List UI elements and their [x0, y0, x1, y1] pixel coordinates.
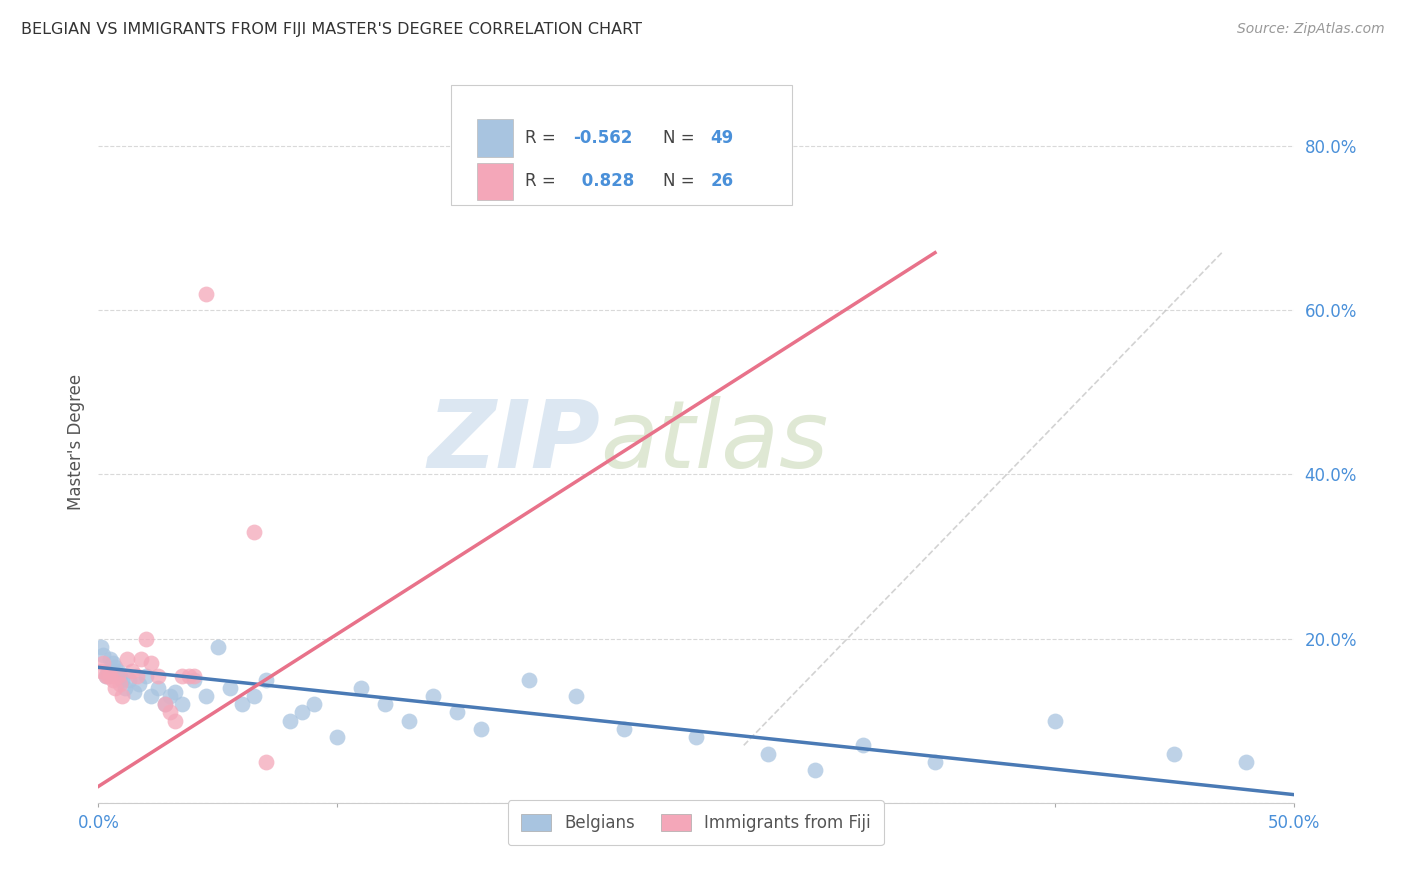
Point — [517, 673, 540, 687]
Point — [183, 673, 205, 687]
Point — [124, 685, 146, 699]
Point — [97, 665, 120, 679]
Y-axis label: Master's Degree: Master's Degree — [66, 374, 84, 509]
Point — [254, 755, 277, 769]
Point — [108, 668, 131, 682]
Text: N =: N = — [662, 129, 699, 147]
Point — [91, 648, 114, 662]
Point — [104, 681, 127, 695]
Text: 26: 26 — [710, 172, 734, 190]
Point — [139, 657, 162, 671]
Point — [613, 722, 636, 736]
Point — [128, 677, 150, 691]
Point — [207, 640, 229, 654]
Point — [148, 668, 170, 682]
Point — [90, 665, 112, 679]
Point — [291, 706, 314, 720]
Point — [135, 632, 157, 646]
Point — [254, 673, 277, 687]
Text: R =: R = — [524, 129, 561, 147]
Point — [179, 668, 201, 682]
Point — [278, 714, 301, 728]
Point — [97, 668, 120, 682]
Text: ZIP: ZIP — [427, 395, 600, 488]
Point — [1163, 747, 1185, 761]
Point — [219, 681, 242, 695]
Text: R =: R = — [524, 172, 561, 190]
Text: -0.562: -0.562 — [572, 129, 633, 147]
Point — [195, 286, 218, 301]
Point — [804, 763, 827, 777]
Point — [398, 714, 420, 728]
Point — [163, 685, 186, 699]
Legend: Belgians, Immigrants from Fiji: Belgians, Immigrants from Fiji — [508, 800, 884, 845]
Point — [115, 652, 138, 666]
Point — [159, 706, 181, 720]
Point — [446, 706, 468, 720]
Point — [111, 673, 134, 687]
Point — [108, 677, 131, 691]
Point — [104, 660, 127, 674]
Point — [565, 689, 588, 703]
Text: 0.828: 0.828 — [576, 172, 634, 190]
Point — [107, 668, 129, 682]
Point — [852, 739, 875, 753]
Point — [90, 640, 112, 654]
Point — [94, 668, 117, 682]
Point — [1234, 755, 1257, 769]
Point — [94, 668, 117, 682]
Point — [243, 524, 266, 539]
Point — [101, 657, 124, 671]
Point — [98, 652, 122, 666]
Point — [422, 689, 444, 703]
Point — [139, 689, 162, 703]
Point — [163, 714, 186, 728]
Point — [350, 681, 373, 695]
Text: atlas: atlas — [600, 396, 828, 487]
Point — [172, 698, 194, 712]
Point — [98, 668, 122, 682]
Point — [148, 681, 170, 695]
Point — [243, 689, 266, 703]
Text: BELGIAN VS IMMIGRANTS FROM FIJI MASTER'S DEGREE CORRELATION CHART: BELGIAN VS IMMIGRANTS FROM FIJI MASTER'S… — [21, 22, 643, 37]
Point — [111, 689, 134, 703]
Point — [756, 747, 779, 761]
Text: 49: 49 — [710, 129, 734, 147]
Point — [195, 689, 218, 703]
Point — [155, 698, 177, 712]
Point — [1043, 714, 1066, 728]
FancyBboxPatch shape — [477, 162, 513, 200]
Point — [470, 722, 492, 736]
Point — [118, 673, 141, 687]
Point — [107, 665, 129, 679]
Point — [155, 698, 177, 712]
Point — [183, 668, 205, 682]
Point — [121, 665, 143, 679]
Point — [231, 698, 253, 712]
Text: Source: ZipAtlas.com: Source: ZipAtlas.com — [1237, 22, 1385, 37]
Point — [326, 730, 349, 744]
Point — [685, 730, 707, 744]
Point — [114, 681, 136, 695]
Point — [302, 698, 325, 712]
Point — [159, 689, 181, 703]
Point — [172, 668, 194, 682]
Point — [91, 657, 114, 671]
Point — [131, 652, 153, 666]
Point — [924, 755, 946, 769]
Point — [374, 698, 396, 712]
FancyBboxPatch shape — [451, 86, 792, 204]
Point — [101, 673, 124, 687]
FancyBboxPatch shape — [477, 120, 513, 157]
Point — [125, 668, 148, 682]
Text: N =: N = — [662, 172, 699, 190]
Point — [135, 668, 157, 682]
